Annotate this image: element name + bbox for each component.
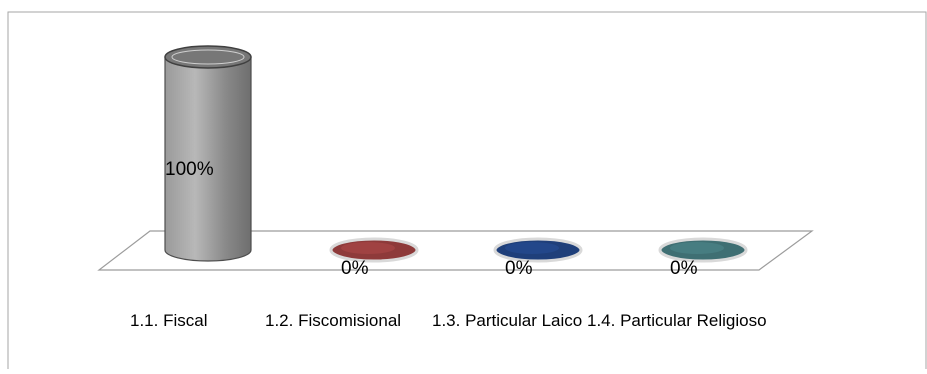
- data-label: 0%: [670, 258, 698, 279]
- chart-area-border: [7, 11, 927, 369]
- category-label: 1.1. Fiscal: [130, 311, 207, 330]
- bar: [493, 237, 583, 263]
- bar: [164, 45, 252, 262]
- bars-group: [164, 45, 748, 263]
- data-label: 0%: [505, 258, 533, 279]
- category-label: 1.4. Particular Religioso: [587, 311, 767, 330]
- data-label: 100%: [165, 159, 214, 180]
- data-labels-group: 100% 0% 0% 0%: [165, 159, 698, 279]
- chart-floor: [97, 230, 814, 271]
- category-label: 1.3. Particular Laico: [432, 311, 582, 330]
- bar: [658, 237, 748, 263]
- category-label: 1.2. Fiscomisional: [265, 311, 401, 330]
- bar: [329, 237, 419, 263]
- data-label: 0%: [341, 258, 369, 279]
